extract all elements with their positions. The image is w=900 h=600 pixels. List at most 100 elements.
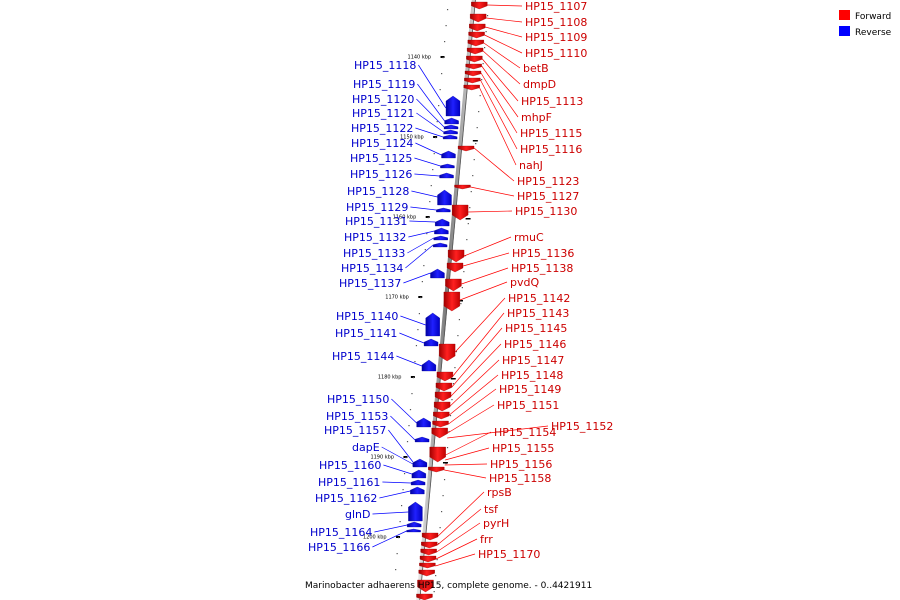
reverse-gene-label[interactable]: HP15_1157 <box>324 424 386 437</box>
reverse-gene-label[interactable]: HP15_1166 <box>308 541 370 554</box>
reverse-gene-arrow[interactable] <box>433 235 448 241</box>
forward-gene-arrow[interactable] <box>463 84 480 91</box>
forward-gene-arrow[interactable] <box>419 555 437 563</box>
reverse-gene-label[interactable]: glnD <box>345 508 370 521</box>
reverse-gene-arrow[interactable] <box>423 338 439 347</box>
forward-gene-arrow[interactable] <box>438 343 456 362</box>
forward-gene-arrow[interactable] <box>466 55 483 63</box>
forward-gene-arrow[interactable] <box>446 262 464 273</box>
forward-gene-label[interactable]: HP15_1123 <box>517 175 579 188</box>
forward-gene-label[interactable]: HP15_1152 <box>551 420 613 433</box>
forward-gene-label[interactable]: HP15_1145 <box>505 322 567 335</box>
reverse-gene-arrow[interactable] <box>442 134 458 140</box>
reverse-gene-label[interactable]: HP15_1119 <box>353 78 415 91</box>
reverse-gene-arrow[interactable] <box>435 218 450 227</box>
reverse-gene-arrow[interactable] <box>414 436 430 443</box>
forward-gene-arrow[interactable] <box>447 249 465 263</box>
reverse-gene-arrow[interactable] <box>425 312 440 337</box>
forward-gene-arrow[interactable] <box>420 548 437 556</box>
reverse-gene-label[interactable]: HP15_1126 <box>350 168 412 181</box>
forward-gene-label[interactable]: HP15_1155 <box>492 442 554 455</box>
reverse-gene-label[interactable]: HP15_1133 <box>343 247 405 260</box>
forward-gene-label[interactable]: HP15_1148 <box>501 369 563 382</box>
forward-gene-arrow[interactable] <box>419 562 436 569</box>
forward-gene-arrow[interactable] <box>471 1 488 10</box>
forward-gene-label[interactable]: pyrH <box>483 517 509 530</box>
reverse-gene-label[interactable]: HP15_1137 <box>339 277 401 290</box>
forward-gene-label[interactable]: HP15_1110 <box>525 47 587 60</box>
forward-gene-label[interactable]: HP15_1142 <box>508 292 570 305</box>
forward-gene-arrow[interactable] <box>468 31 485 39</box>
forward-gene-arrow[interactable] <box>416 593 433 600</box>
forward-gene-arrow[interactable] <box>431 427 448 439</box>
forward-gene-label[interactable]: HP15_1147 <box>502 354 564 367</box>
reverse-gene-label[interactable]: HP15_1129 <box>346 201 408 214</box>
forward-gene-label[interactable]: HP15_1170 <box>478 548 540 561</box>
forward-gene-arrow[interactable] <box>469 23 486 32</box>
forward-gene-label[interactable]: rmuC <box>514 231 544 244</box>
forward-gene-arrow[interactable] <box>457 145 475 152</box>
forward-gene-label[interactable]: HP15_1154 <box>494 426 556 439</box>
reverse-gene-label[interactable]: HP15_1160 <box>319 459 381 472</box>
reverse-gene-arrow[interactable] <box>437 189 452 206</box>
reverse-gene-arrow[interactable] <box>406 528 421 533</box>
forward-gene-label[interactable]: tsf <box>484 503 499 516</box>
reverse-gene-arrow[interactable] <box>412 460 427 467</box>
forward-gene-label[interactable]: HP15_1113 <box>521 95 583 108</box>
forward-gene-label[interactable]: HP15_1151 <box>497 399 559 412</box>
reverse-gene-label[interactable]: dapE <box>352 441 380 454</box>
reverse-gene-label[interactable]: HP15_1141 <box>335 327 397 340</box>
reverse-gene-arrow[interactable] <box>434 227 449 235</box>
reverse-gene-label[interactable]: HP15_1134 <box>341 262 403 275</box>
forward-gene-label[interactable]: nahJ <box>519 159 543 172</box>
forward-gene-arrow[interactable] <box>433 411 450 420</box>
forward-gene-label[interactable]: HP15_1116 <box>520 143 582 156</box>
reverse-gene-label[interactable]: HP15_1121 <box>352 107 414 120</box>
forward-gene-label[interactable]: HP15_1146 <box>504 338 566 351</box>
forward-gene-arrow[interactable] <box>421 541 438 549</box>
reverse-gene-arrow[interactable] <box>408 501 423 522</box>
reverse-gene-label[interactable]: HP15_1144 <box>332 350 394 363</box>
forward-gene-label[interactable]: betB <box>523 62 549 75</box>
forward-gene-arrow[interactable] <box>469 13 487 23</box>
reverse-gene-label[interactable]: HP15_1120 <box>352 93 414 106</box>
forward-gene-label[interactable]: HP15_1138 <box>511 262 573 275</box>
reverse-gene-arrow[interactable] <box>421 359 437 372</box>
reverse-gene-arrow[interactable] <box>407 521 422 528</box>
reverse-gene-arrow[interactable] <box>430 268 445 279</box>
forward-gene-label[interactable]: HP15_1109 <box>525 31 587 44</box>
reverse-gene-label[interactable]: HP15_1131 <box>345 215 407 228</box>
reverse-gene-label[interactable]: HP15_1122 <box>351 122 413 135</box>
forward-gene-arrow[interactable] <box>464 70 482 77</box>
reverse-gene-arrow[interactable] <box>445 95 461 117</box>
forward-gene-arrow[interactable] <box>434 391 452 402</box>
reverse-gene-arrow[interactable] <box>432 242 448 248</box>
forward-gene-arrow[interactable] <box>451 204 469 221</box>
reverse-gene-arrow[interactable] <box>444 117 459 125</box>
forward-gene-arrow[interactable] <box>421 532 439 541</box>
forward-gene-label[interactable]: HP15_1108 <box>525 16 587 29</box>
forward-gene-label[interactable]: pvdQ <box>510 276 539 289</box>
forward-gene-label[interactable]: HP15_1158 <box>489 472 551 485</box>
reverse-gene-arrow[interactable] <box>416 417 431 428</box>
forward-gene-arrow[interactable] <box>443 291 461 312</box>
reverse-gene-label[interactable]: HP15_1164 <box>310 526 372 539</box>
forward-gene-arrow[interactable] <box>467 39 484 47</box>
forward-gene-arrow[interactable] <box>429 446 446 463</box>
reverse-gene-arrow[interactable] <box>411 469 427 479</box>
reverse-gene-arrow[interactable] <box>443 124 459 130</box>
forward-gene-arrow[interactable] <box>418 569 435 577</box>
forward-gene-label[interactable]: HP15_1156 <box>490 458 552 471</box>
reverse-gene-arrow[interactable] <box>441 150 456 159</box>
reverse-gene-label[interactable]: HP15_1161 <box>318 476 380 489</box>
forward-gene-label[interactable]: HP15_1143 <box>507 307 569 320</box>
reverse-gene-label[interactable]: HP15_1162 <box>315 492 377 505</box>
forward-gene-label[interactable]: dmpD <box>523 78 556 91</box>
forward-gene-arrow[interactable] <box>435 382 453 392</box>
forward-gene-label[interactable]: HP15_1130 <box>515 205 577 218</box>
reverse-gene-label[interactable]: HP15_1140 <box>336 310 398 323</box>
reverse-gene-arrow[interactable] <box>440 163 455 169</box>
forward-gene-arrow[interactable] <box>464 77 481 84</box>
reverse-gene-arrow[interactable] <box>439 172 454 179</box>
reverse-gene-arrow[interactable] <box>436 207 451 213</box>
